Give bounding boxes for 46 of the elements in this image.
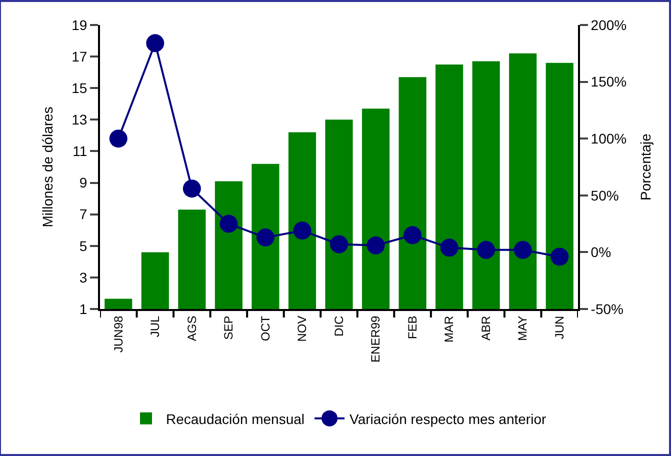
y-axis-title: Millones de dólares <box>40 106 56 228</box>
y-tick-label: 9 <box>79 174 88 191</box>
x-tick-label: JUL <box>148 315 162 338</box>
y-tick-label: 1 <box>79 300 88 317</box>
point <box>404 226 422 244</box>
y-tick-label: 11 <box>72 143 88 160</box>
y-tick-label: 15 <box>72 80 88 96</box>
y2-tick-label: 150% <box>590 74 627 90</box>
point <box>109 130 128 148</box>
point <box>330 235 348 254</box>
point <box>220 214 238 233</box>
y-tick-label: 7 <box>79 206 88 222</box>
y2-tick-label: 100% <box>590 130 627 146</box>
y2-tick-label: 50% <box>590 187 619 204</box>
y-tick-label: 13 <box>72 112 88 128</box>
point <box>440 238 458 257</box>
x-tick-label: MAR <box>442 315 456 342</box>
point <box>293 222 312 240</box>
y2-tick-label: 200% <box>590 16 627 33</box>
legend-label: Variación respecto mes anterior <box>350 410 546 427</box>
point <box>477 240 496 259</box>
y-tick-label: 19 <box>72 16 88 33</box>
y2-tick-label: 0% <box>590 244 612 260</box>
x-tick-label: OCT <box>258 315 272 342</box>
point <box>182 180 201 198</box>
x-tick-label: MAY <box>516 316 530 341</box>
x-tick-label: JUN <box>552 316 567 340</box>
x-tick-label: AGS <box>184 316 199 342</box>
x-tick-label: JUN98 <box>111 315 126 352</box>
y2-axis-title: Porcentaje <box>637 133 654 200</box>
point <box>256 228 274 246</box>
y2-tick-label: -50% <box>590 300 624 317</box>
point <box>550 248 569 266</box>
legend-label: Recaudación mensual <box>166 410 305 427</box>
y-tick-label: 17 <box>72 48 88 64</box>
x-tick-label: SEP <box>222 316 236 340</box>
x-tick-label: ABR <box>478 315 493 340</box>
x-tick-label: NOV <box>295 316 310 342</box>
y-tick-label: 5 <box>79 238 88 254</box>
point <box>366 236 385 254</box>
y-tick-label: 3 <box>79 269 88 286</box>
point <box>514 240 532 259</box>
point <box>146 34 164 52</box>
x-tick-label: DIC <box>332 315 346 336</box>
x-tick-label: ENER99 <box>368 315 383 362</box>
x-tick-label: FEB <box>405 316 420 340</box>
